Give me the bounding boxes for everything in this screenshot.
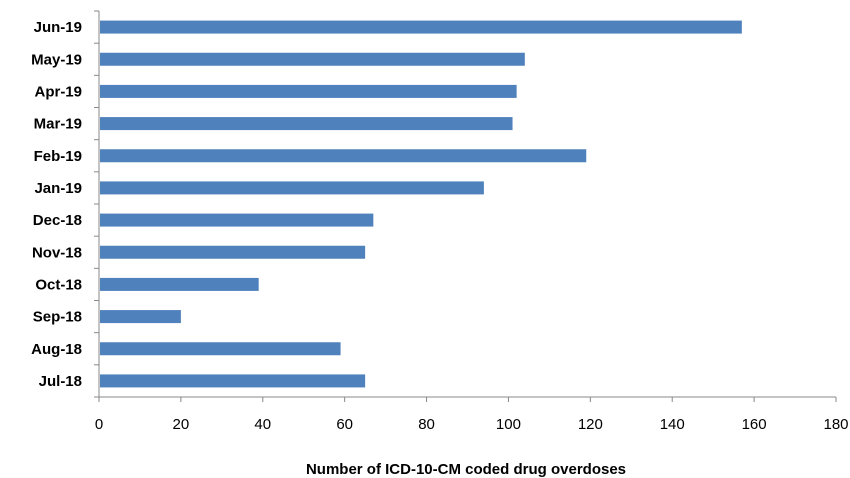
x-tick-label-60: 60 xyxy=(336,416,353,433)
bar-jul-18 xyxy=(100,374,366,388)
axes-group xyxy=(98,11,836,398)
x-tick-label-140: 140 xyxy=(660,416,685,433)
x-tick-label-20: 20 xyxy=(173,416,190,433)
bar-may-19 xyxy=(100,52,525,66)
x-tick-label-100: 100 xyxy=(496,416,521,433)
y-tick-label-sep-18: Sep-18 xyxy=(33,309,82,326)
bar-apr-19 xyxy=(100,84,517,98)
bar-jan-19 xyxy=(100,181,484,195)
bar-jun-19 xyxy=(100,20,742,34)
y-ticks-group: Jul-18 Aug-18 Sep-18 Oct-18 Nov-18 Dec-18 Jan-… xyxy=(31,10,99,398)
y-tick-label-jun-19: Jun-19 xyxy=(34,19,82,36)
bar-sep-18 xyxy=(100,310,181,324)
bar-nov-18 xyxy=(100,245,366,259)
y-tick-label-may-19: May-19 xyxy=(31,51,82,68)
y-tick-label-jul-18: Jul-18 xyxy=(39,373,82,390)
y-tick-label-mar-19: Mar-19 xyxy=(34,116,82,133)
y-tick-label-oct-18: Oct-18 xyxy=(35,276,82,293)
y-tick-label-aug-18: Aug-18 xyxy=(31,341,82,358)
y-tick-label-dec-18: Dec-18 xyxy=(33,212,82,229)
y-tick-label-feb-19: Feb-19 xyxy=(34,148,82,165)
x-tick-label-160: 160 xyxy=(742,416,767,433)
y-tick-label-nov-18: Nov-18 xyxy=(32,244,82,261)
bar-feb-19 xyxy=(100,149,587,163)
bar-mar-19 xyxy=(100,117,513,131)
x-tick-label-180: 180 xyxy=(823,416,848,433)
x-tick-label-120: 120 xyxy=(578,416,603,433)
bar-aug-18 xyxy=(100,342,341,356)
y-tick-label-jan-19: Jan-19 xyxy=(34,180,82,197)
x-tick-label-40: 40 xyxy=(254,416,271,433)
x-axis-title: Number of ICD-10-CM coded drug overdoses xyxy=(306,461,626,478)
bar-oct-18 xyxy=(100,277,259,291)
x-tick-label-0: 0 xyxy=(95,416,103,433)
y-tick-label-apr-19: Apr-19 xyxy=(34,83,82,100)
bar-dec-18 xyxy=(100,213,374,227)
x-ticks-group: 0 20 40 60 80 100 120 140 160 180 xyxy=(95,397,849,433)
bars-group xyxy=(100,20,742,388)
x-tick-label-80: 80 xyxy=(418,416,435,433)
